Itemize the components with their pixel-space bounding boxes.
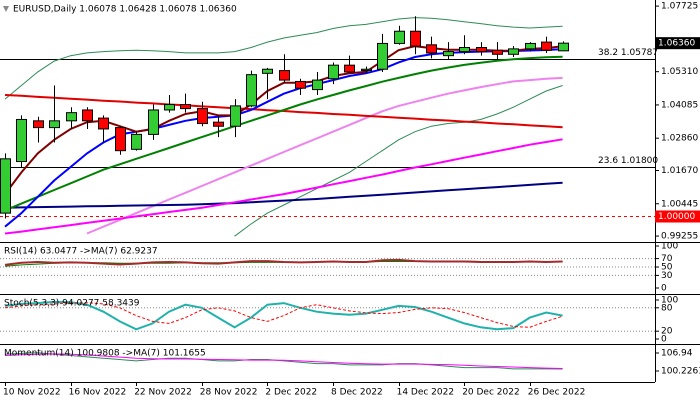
candle-body (312, 79, 323, 91)
candle-body (377, 42, 388, 70)
candle-body (410, 30, 421, 47)
indicator-layer (0, 17, 655, 370)
indicator-line (4, 258, 563, 266)
x-tick-label: 22 Nov 2022 (134, 388, 192, 398)
indicator-line (4, 352, 563, 370)
indicator-line (4, 181, 563, 209)
candle-body (443, 51, 454, 57)
x-tick-label: 14 Dec 2022 (397, 388, 455, 398)
candle-body (82, 109, 93, 122)
x-tick-label: 26 Dec 2022 (528, 388, 586, 398)
candle-body (180, 104, 191, 110)
current-price-tag (655, 37, 700, 50)
candle-body (230, 105, 241, 127)
candle-body (476, 47, 487, 53)
y-tick-label: 70 (661, 254, 673, 264)
y-tick-label: 1.02860 (661, 134, 698, 144)
candle-body (394, 30, 405, 44)
y-tick-label: 1.04085 (661, 100, 698, 110)
y-tick-label: 100.2261 (661, 366, 700, 376)
candle-body (525, 42, 536, 50)
x-tick-label: 2 Dec 2022 (265, 388, 317, 398)
x-tick-label: 20 Dec 2022 (462, 388, 520, 398)
y-tick-label: 1.00445 (661, 199, 698, 209)
y-tick-label: 0.99255 (661, 232, 698, 242)
indicator-title: RSI(14) 63.0477 ->MA(7) 62.9237 (4, 247, 158, 257)
candle-body (328, 64, 339, 80)
candle-body (66, 112, 77, 122)
indicator-line (4, 138, 563, 235)
candle-body (115, 127, 126, 152)
indicator-line (4, 17, 563, 100)
indicator-line (86, 76, 563, 235)
indicator-line (4, 300, 563, 331)
x-tick-label: 10 Nov 2022 (3, 388, 61, 398)
candle-body (164, 104, 175, 111)
candle-body (262, 68, 273, 74)
candle-layer (0, 16, 569, 219)
y-tick-label: 80 (661, 303, 673, 313)
candle-body (131, 133, 142, 150)
price-tag-label: 1.00000 (658, 212, 695, 222)
candle-body (295, 80, 306, 89)
candle-body (16, 118, 27, 163)
candle-body (541, 41, 552, 51)
candle-body (558, 42, 569, 52)
candle-body (279, 70, 290, 81)
candle-body (33, 120, 44, 129)
indicator-title: Momentum(14) 100.9808 ->MA(7) 101.1655 (4, 349, 206, 359)
indicator-line (234, 85, 563, 237)
candle-body (361, 68, 372, 72)
candle-body (148, 109, 159, 135)
y-tick-label: 20 (661, 327, 673, 337)
x-tick-label: 16 Nov 2022 (69, 388, 127, 398)
collapse-icon (3, 6, 9, 12)
y-tick-label: 30 (661, 271, 673, 281)
indicator-line (4, 353, 563, 369)
level-label: 38.2 1.05787 (598, 48, 658, 58)
y-tick-label: 100 (661, 242, 678, 252)
candle-body (49, 120, 60, 129)
x-tick-label: 8 Dec 2022 (331, 388, 383, 398)
candle-body (246, 74, 257, 107)
current-price-label: 1.06360 (658, 39, 695, 49)
y-tick-label: 1.05310 (661, 67, 698, 77)
candle-body (213, 121, 224, 127)
candle-body (344, 64, 355, 73)
chart-title: EURUSD,Daily 1.06078 1.06428 1.06078 1.0… (13, 5, 237, 15)
candle-body (492, 49, 503, 55)
y-tick-label: 1.07725 (661, 2, 698, 12)
y-tick-label: 0 (661, 335, 667, 345)
candle-body (98, 117, 109, 130)
indicator-title: Stoch(5,3,3) 94.0277 58.3439 (4, 299, 140, 309)
y-tick-label: 100 (661, 296, 678, 306)
y-tick-label: 106.94 (661, 348, 693, 358)
y-tick-label: 50 (661, 263, 673, 273)
candle-body (459, 47, 470, 53)
candle-body (197, 108, 208, 125)
x-tick-label: 28 Nov 2022 (200, 388, 258, 398)
price-tag (655, 210, 700, 223)
y-tick-label: 0 (661, 284, 667, 294)
level-label: 23.6 1.01800 (598, 156, 658, 166)
indicator-line (4, 55, 563, 212)
candle-body (0, 158, 11, 214)
candle-body (508, 48, 519, 55)
candle-body (426, 44, 437, 54)
y-tick-label: 1.01670 (661, 166, 698, 176)
